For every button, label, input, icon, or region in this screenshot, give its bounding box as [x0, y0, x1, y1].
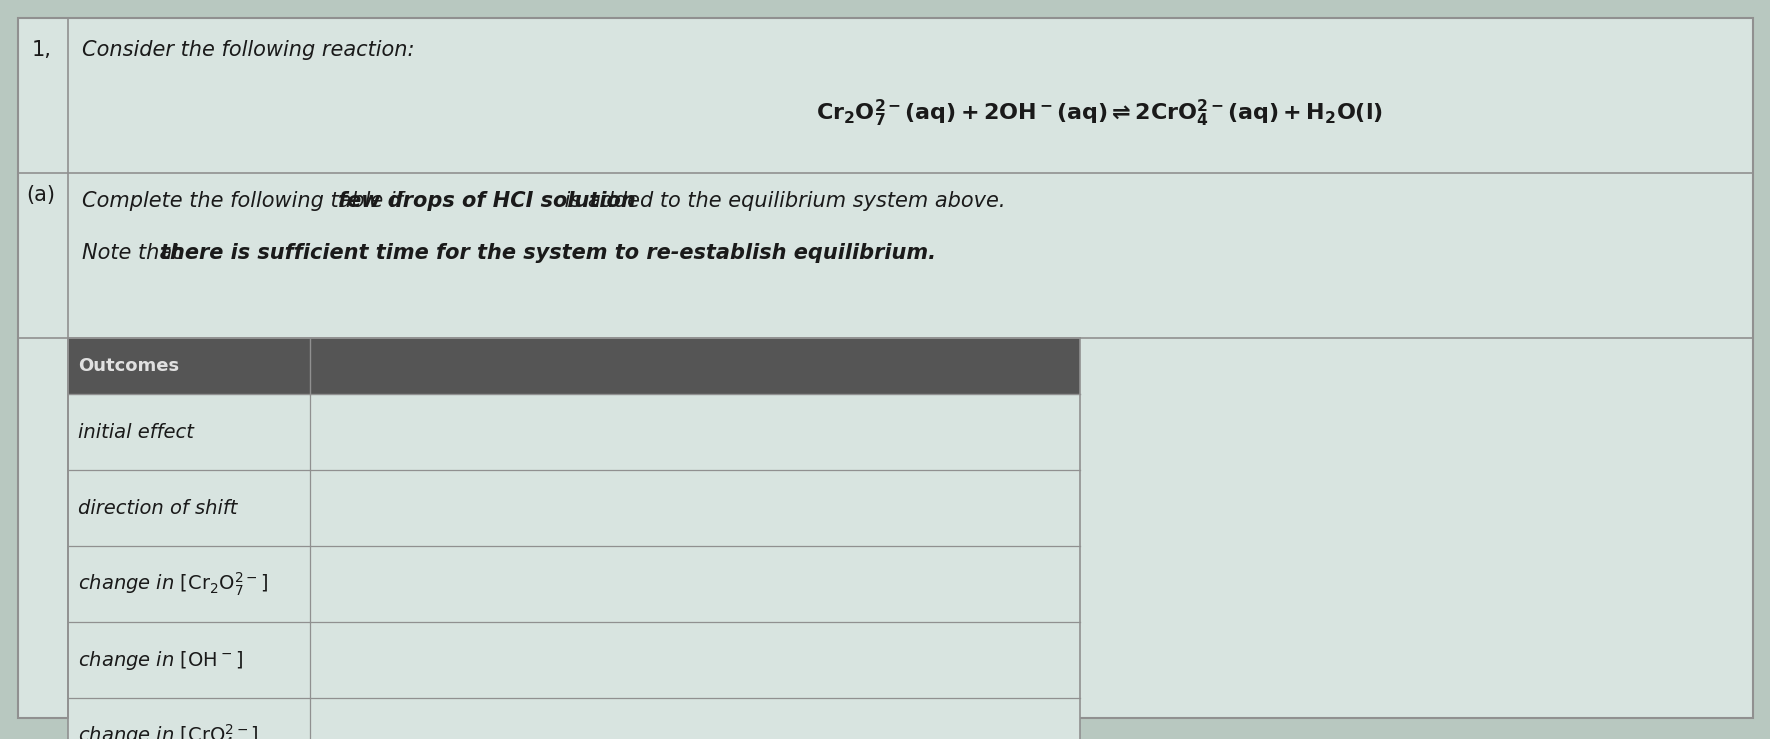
Text: change in $[\mathrm{Cr_2O_7^{2-}}]$: change in $[\mathrm{Cr_2O_7^{2-}}]$ — [78, 571, 267, 598]
Text: change in $[\mathrm{CrO_4^{2-}}]$: change in $[\mathrm{CrO_4^{2-}}]$ — [78, 722, 258, 739]
Text: few drops of HCI solution: few drops of HCI solution — [338, 191, 635, 211]
Text: initial effect: initial effect — [78, 423, 195, 441]
Bar — [67, 394, 1080, 470]
Bar — [67, 546, 1080, 622]
Text: Outcomes: Outcomes — [78, 357, 179, 375]
Text: change in $[\mathrm{OH^-}]$: change in $[\mathrm{OH^-}]$ — [78, 649, 242, 672]
Text: there is sufficient time for the system to re-establish equilibrium.: there is sufficient time for the system … — [159, 243, 936, 263]
Bar — [67, 338, 1080, 394]
Text: Consider the following reaction:: Consider the following reaction: — [81, 40, 414, 60]
Text: (a): (a) — [27, 185, 55, 205]
Text: 1,: 1, — [32, 40, 51, 60]
Text: Note that: Note that — [81, 243, 188, 263]
Text: $\mathbf{Cr_2O_7^{2-}(aq) + 2OH^-(aq) \rightleftharpoons 2CrO_4^{2-}(aq) + H_2O(: $\mathbf{Cr_2O_7^{2-}(aq) + 2OH^-(aq) \r… — [816, 98, 1384, 129]
Text: Complete the following table if: Complete the following table if — [81, 191, 409, 211]
Text: is added to the equilibrium system above.: is added to the equilibrium system above… — [558, 191, 1005, 211]
Bar — [67, 470, 1080, 546]
Bar — [67, 622, 1080, 698]
Text: direction of shift: direction of shift — [78, 499, 237, 517]
Bar — [67, 698, 1080, 739]
